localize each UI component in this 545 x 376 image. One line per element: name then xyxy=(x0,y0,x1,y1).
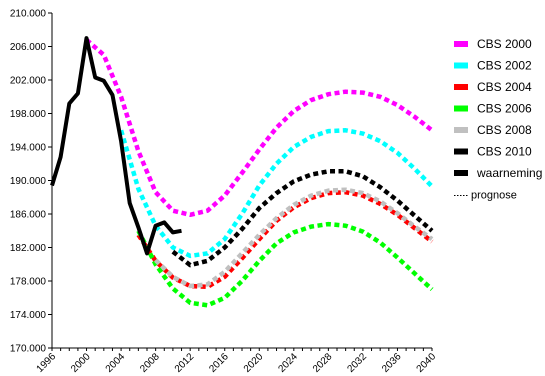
legend-note-prognose: prognose xyxy=(471,190,517,202)
series-line-waarneming xyxy=(50,36,182,256)
x-tick-label: 2012 xyxy=(173,351,197,375)
y-tick-label: 190.000 xyxy=(10,176,47,187)
x-tick-label: 2008 xyxy=(138,351,162,375)
series-line-cbs-2000 xyxy=(85,38,434,218)
y-tick-label: 170.000 xyxy=(10,344,47,355)
x-tick-label: 2004 xyxy=(104,351,128,375)
series-line-cbs-2008 xyxy=(154,187,434,289)
legend-swatch xyxy=(454,148,468,155)
legend-label: CBS 2004 xyxy=(477,80,532,94)
legend-swatch xyxy=(454,105,468,112)
y-tick-label: 178.000 xyxy=(10,277,47,288)
axes: 170.000 174.000 178.000 182.000 186.000 190.0… xyxy=(10,9,439,375)
legend-label: CBS 2008 xyxy=(477,123,532,137)
x-tick-label: 2024 xyxy=(276,351,300,375)
legend-label: CBS 2010 xyxy=(477,145,532,159)
y-tick-label: 174.000 xyxy=(10,310,47,321)
legend-swatch xyxy=(454,127,468,133)
y-tick-label: 210.000 xyxy=(10,9,47,20)
x-tick-label: 2020 xyxy=(242,351,266,375)
series-line-cbs-2006 xyxy=(136,221,434,308)
legend-label: CBS 2000 xyxy=(477,37,532,51)
x-tick-label: 2028 xyxy=(311,351,335,375)
series-line-cbs-2004 xyxy=(136,189,434,290)
y-tick-label: 202.000 xyxy=(10,76,47,87)
plot-area xyxy=(50,36,434,308)
y-tick-label: 206.000 xyxy=(10,42,47,53)
series-line-cbs-2002 xyxy=(118,128,434,259)
legend-swatch xyxy=(454,41,468,47)
x-tick-label: 2016 xyxy=(207,351,231,375)
legend-swatch xyxy=(454,84,468,90)
legend-label: CBS 2006 xyxy=(477,102,532,116)
y-tick-label: 198.000 xyxy=(10,109,47,120)
x-tick-label: 1996 xyxy=(35,351,59,375)
y-tick-label: 182.000 xyxy=(10,243,47,254)
x-tick-label: 2040 xyxy=(415,351,439,375)
legend-swatch xyxy=(454,62,468,69)
legend: CBS 2000 CBS 2002 CBS 2004 CBS 2006 CBS 2008… xyxy=(454,37,542,202)
y-tick-label: 194.000 xyxy=(10,143,47,154)
x-tick-label: 2036 xyxy=(380,351,404,375)
x-tick-label: 2000 xyxy=(69,351,93,375)
legend-label: waarneming xyxy=(476,166,542,180)
legend-label: CBS 2002 xyxy=(477,59,532,73)
x-tick-label: 2032 xyxy=(346,351,370,375)
y-tick-label: 186.000 xyxy=(10,210,47,221)
legend-swatch xyxy=(454,170,468,176)
